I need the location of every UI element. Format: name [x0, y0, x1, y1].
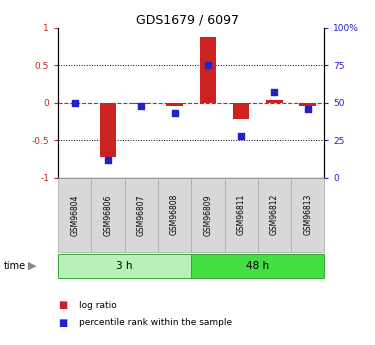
- Text: 48 h: 48 h: [246, 261, 269, 270]
- Text: GSM96812: GSM96812: [270, 194, 279, 235]
- Text: GSM96806: GSM96806: [104, 194, 112, 236]
- Bar: [299, 103, 316, 106]
- Text: time: time: [4, 261, 26, 270]
- Point: [205, 62, 211, 68]
- Bar: [58, 254, 191, 278]
- Bar: [166, 103, 183, 106]
- Text: GDS1679 / 6097: GDS1679 / 6097: [136, 14, 239, 27]
- Bar: [266, 100, 283, 103]
- Bar: [124, 178, 158, 252]
- Text: GSM96807: GSM96807: [137, 194, 146, 236]
- Bar: [191, 178, 225, 252]
- Text: GSM96811: GSM96811: [237, 194, 246, 235]
- Text: log ratio: log ratio: [79, 301, 117, 310]
- Text: percentile rank within the sample: percentile rank within the sample: [79, 318, 232, 327]
- Point: [305, 106, 311, 111]
- Text: GSM96809: GSM96809: [203, 194, 212, 236]
- Text: ▶: ▶: [28, 261, 37, 270]
- Point: [238, 133, 244, 138]
- Point: [72, 100, 78, 106]
- Bar: [100, 103, 116, 157]
- Bar: [258, 178, 291, 252]
- Bar: [233, 103, 249, 119]
- Text: 3 h: 3 h: [116, 261, 133, 270]
- Text: GSM96808: GSM96808: [170, 194, 179, 235]
- Point: [272, 89, 278, 95]
- Point: [172, 110, 178, 116]
- Point: [105, 157, 111, 162]
- Bar: [225, 178, 258, 252]
- Bar: [291, 178, 324, 252]
- Text: GSM96804: GSM96804: [70, 194, 79, 236]
- Text: GSM96813: GSM96813: [303, 194, 312, 235]
- Bar: [191, 254, 324, 278]
- Bar: [58, 178, 92, 252]
- Point: [138, 103, 144, 108]
- Bar: [158, 178, 191, 252]
- Text: ■: ■: [58, 318, 68, 327]
- Text: ■: ■: [58, 300, 68, 310]
- Bar: [92, 178, 124, 252]
- Bar: [200, 37, 216, 103]
- Bar: [133, 103, 150, 104]
